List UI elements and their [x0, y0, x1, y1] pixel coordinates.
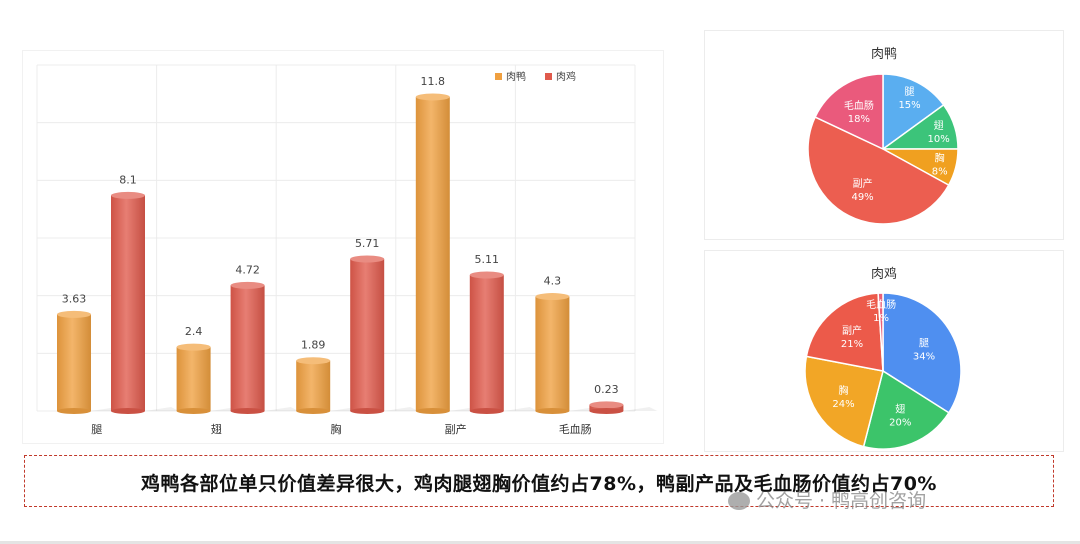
bar: [415, 96, 450, 411]
pie-slice: [882, 73, 945, 151]
bar-base: [350, 408, 385, 414]
slice-percent: 10%: [928, 134, 950, 145]
category-label: 翅: [211, 422, 222, 436]
data-label: 4.3: [544, 275, 562, 288]
bar-top: [230, 281, 265, 289]
data-label: 2.4: [185, 325, 203, 338]
slice-label: 副产: [853, 177, 873, 190]
chicken-pie-title: 肉鸡: [870, 267, 897, 282]
slice-percent: 24%: [832, 399, 854, 410]
bar-chart-panel: 3.63 8.1 腿 2.4 4.72 翅 1.89 5.71 胸 11.8 5.11 副产 4.3 0.…: [22, 50, 664, 444]
category-label: 毛血肠: [559, 422, 592, 436]
bar-shadow: [623, 407, 658, 411]
bar-base: [469, 408, 504, 414]
slice-percent: 21%: [841, 339, 863, 350]
slice-label: 腿: [905, 86, 915, 98]
slice-percent: 8%: [932, 167, 948, 178]
data-label: 0.23: [594, 383, 619, 396]
data-label: 5.71: [355, 237, 380, 250]
duck-pie-panel: 肉鸭 腿 15% 翅 10% 胸 8% 副产 49% 毛血肠 18%: [704, 30, 1064, 240]
category-label: 副产: [445, 422, 467, 436]
slice-label: 副产: [842, 324, 862, 337]
slice-label: 胸: [838, 384, 848, 397]
slice-percent: 1%: [873, 313, 889, 324]
slice-label: 胸: [935, 152, 945, 165]
slice-label: 毛血肠: [866, 298, 896, 311]
caption-box: 鸡鸭各部位单只价值差异很大，鸡肉腿翅胸价值约占78%，鸭副产品及毛血肠价值约占7…: [24, 455, 1054, 507]
slice-label: 翅: [934, 119, 944, 132]
duck-pie-chart: 腿 15% 翅 10% 胸 8% 副产 49% 毛血肠 18%: [807, 73, 959, 225]
chicken-pie-panel: 肉鸡 腿 34% 翅 20% 胸 24% 副产 21% 毛血肠 1%: [704, 250, 1064, 452]
bar: [296, 360, 331, 411]
caption-text: 鸡鸭各部位单只价值差异很大，鸡肉腿翅胸价值约占78%，鸭副产品及毛血肠价值约占7…: [141, 473, 937, 495]
legend-label: 肉鸡: [556, 70, 576, 83]
legend: 肉鸭 肉鸡: [495, 70, 576, 83]
bar-chart: 3.63 8.1 腿 2.4 4.72 翅 1.89 5.71 胸 11.8 5.11 副产 4.3 0.…: [36, 64, 658, 436]
slice-label: 翅: [895, 403, 905, 416]
slice-percent: 34%: [913, 351, 935, 362]
bar-base: [111, 408, 145, 414]
bar-base: [535, 408, 570, 414]
chicken-pie-chart: 腿 34% 翅 20% 胸 24% 副产 21% 毛血肠 1%: [804, 292, 962, 450]
bar-shadow: [503, 407, 538, 411]
category-label: 胸: [331, 422, 342, 436]
bar: [230, 285, 265, 411]
slice-label: 毛血肠: [844, 99, 874, 112]
bar-shadow: [145, 407, 179, 411]
bar-top: [111, 191, 145, 199]
bar-top: [535, 293, 570, 301]
bar-top: [296, 357, 331, 365]
wechat-icon: [728, 492, 750, 510]
slice-percent: 18%: [848, 114, 870, 125]
bar: [176, 347, 211, 411]
legend-swatch: [545, 73, 552, 80]
bottom-divider: [0, 541, 1080, 544]
data-label: 8.1: [119, 173, 137, 186]
bar: [57, 314, 91, 411]
category-label: 腿: [91, 423, 102, 436]
pie-slice: [877, 292, 884, 372]
slice-percent: 15%: [898, 100, 920, 111]
pie-slice: [814, 73, 884, 151]
pie-slice: [804, 355, 884, 448]
data-label: 11.8: [421, 75, 446, 88]
bar: [535, 296, 570, 411]
bar-top: [469, 271, 504, 279]
bar-base: [176, 408, 211, 414]
slice-percent: 20%: [889, 418, 911, 429]
bar-base: [589, 408, 624, 414]
legend-label: 肉鸭: [506, 70, 526, 83]
bar: [350, 259, 385, 411]
data-label: 1.89: [301, 339, 326, 352]
pie-slice: [862, 369, 950, 450]
bar: [111, 195, 145, 411]
bar-top: [176, 343, 211, 351]
slice-percent: 49%: [851, 192, 873, 203]
bar-base: [57, 408, 91, 414]
data-label: 5.11: [475, 253, 500, 266]
bar-top: [415, 93, 450, 101]
bar-base: [230, 408, 265, 414]
watermark-text: 公众号 · 鸭高创咨询: [756, 490, 927, 512]
bar: [469, 274, 504, 411]
data-label: 3.63: [62, 292, 87, 305]
legend-swatch: [495, 73, 502, 80]
pie-slice: [807, 116, 950, 225]
slice-label: 腿: [919, 337, 929, 349]
bar-top: [350, 255, 385, 263]
data-label: 4.72: [235, 263, 260, 276]
bar-top: [589, 401, 624, 409]
pie-slice: [805, 292, 884, 372]
duck-pie-title: 肉鸭: [870, 47, 897, 62]
bar-shadow: [384, 407, 419, 411]
bar-top: [57, 310, 91, 318]
bar-base: [296, 408, 331, 414]
watermark: 公众号 · 鸭高创咨询: [728, 486, 926, 513]
bar-base: [415, 408, 450, 414]
bar-shadow: [264, 407, 299, 411]
